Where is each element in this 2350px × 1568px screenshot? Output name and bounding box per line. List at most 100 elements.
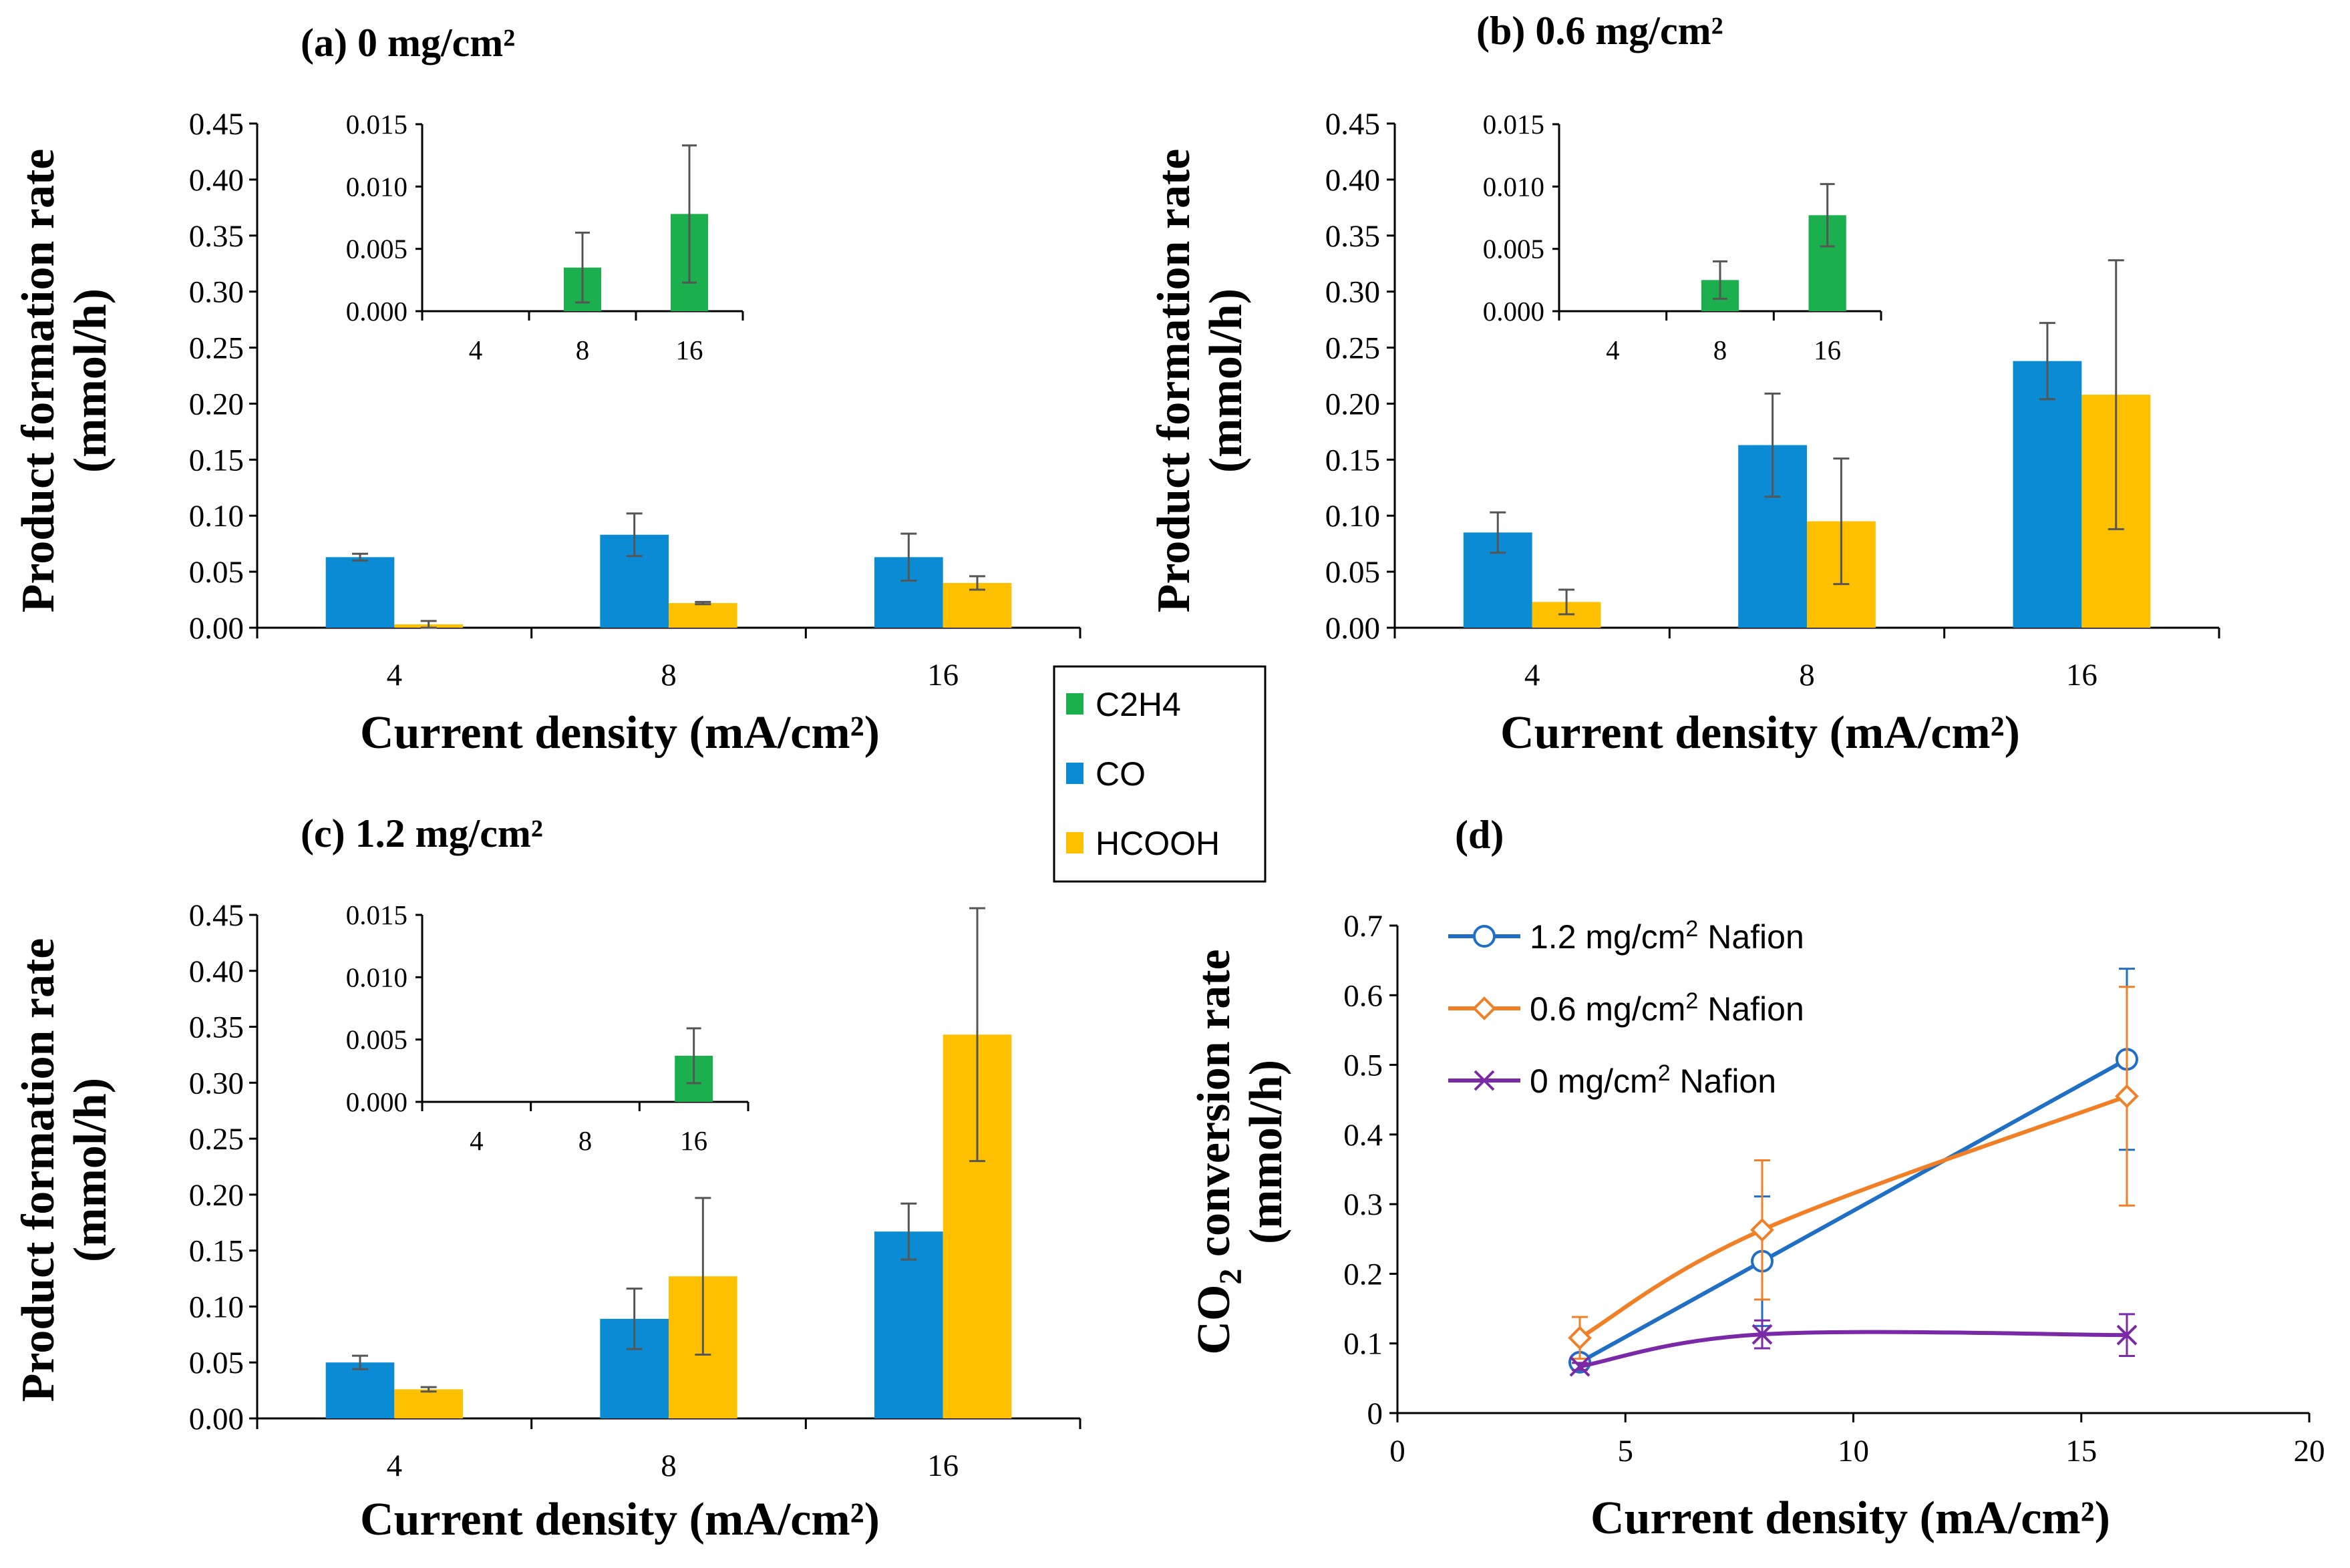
panel-b-xtick-label: 4	[1524, 658, 1540, 693]
panel-c-inset-xtick-label: 8	[578, 1125, 593, 1156]
panel-a-inset-ytick-label: 0.000	[346, 296, 407, 327]
panel-d-ytick-label: 0	[1367, 1396, 1383, 1431]
panel-d-ytick-label: 0.2	[1343, 1257, 1383, 1292]
panel-a-plot: 0.00 0.05 0.10 0.15 0.20 0.25 0.30 0.35 0.40 0.45…	[189, 107, 1081, 693]
legend-label-co: CO	[1096, 755, 1146, 793]
panel-a-ytick-label: 0.40	[189, 163, 244, 198]
panel-c-ylabel-unit: (mmol/h)	[65, 1078, 116, 1262]
panel-c-ytick-label: 0.05	[189, 1346, 244, 1380]
panel-c-ytick-label: 0.00	[189, 1402, 244, 1436]
panel-c-ytick-label: 0.35	[189, 1010, 244, 1045]
panel-c-plot: 0.00 0.05 0.10 0.15 0.20 0.25 0.30 0.35 0.40 0.45…	[189, 898, 1081, 1483]
panel-b: (b) 0.6 mg/cm² Current density (mA/cm²) …	[1148, 9, 2220, 759]
panel-b-ytick-label: 0.20	[1325, 387, 1380, 421]
panel-b-xtick-label: 16	[2066, 658, 2097, 693]
panel-b-inset-xtick-label: 16	[1814, 335, 1841, 365]
panel-b-inset-ytick-label: 0.010	[1483, 171, 1544, 202]
panel-c-inset-ytick-label: 0.010	[346, 962, 407, 992]
panel-a-inset-ytick-label: 0.005	[346, 234, 407, 264]
panel-d-xlabel: Current density (mA/cm²)	[1590, 1493, 2110, 1544]
legend-box	[1053, 665, 1267, 883]
legend-swatch-c2h4	[1066, 693, 1083, 715]
panel-b-inset-xtick-label: 4	[1606, 335, 1620, 365]
panel-d-point	[1751, 1324, 1773, 1345]
panel-d-series-line	[1578, 1057, 2128, 1364]
panel-c: (c) 1.2 mg/cm² Current density (mA/cm²) …	[13, 811, 1081, 1545]
panel-a-xtick-label: 8	[661, 658, 677, 693]
panel-b-inset-ytick-label: 0.000	[1483, 296, 1544, 327]
panel-d-series-line	[1579, 1330, 2128, 1369]
panel-d-legend-marker	[1473, 925, 1496, 948]
panel-b-bar-co	[2013, 361, 2082, 628]
panel-b-ytick-label: 0.45	[1325, 107, 1380, 142]
panel-a-ytick-label: 0.00	[189, 611, 244, 646]
panel-d-ylabel-post: conversion rate	[1188, 949, 1240, 1268]
panel-c-inset-ytick-label: 0.005	[346, 1024, 407, 1055]
panel-a-bar-hcooh	[669, 603, 737, 628]
panel-c-ylabel: Product formation rate	[13, 938, 64, 1402]
panel-d-ytick-label: 0.3	[1343, 1187, 1383, 1222]
panel-d-legend-label: 0 mg/cm2 Nafion	[1530, 1060, 1776, 1100]
panel-c-ytick-label: 0.25	[189, 1122, 244, 1157]
panel-b-ytick-label: 0.40	[1325, 163, 1380, 198]
panel-c-title: (c) 1.2 mg/cm²	[301, 811, 543, 855]
legend-label-hcooh: HCOOH	[1096, 825, 1220, 862]
panel-d-ytick-label: 0.7	[1343, 909, 1383, 944]
legend-swatch-hcooh	[1066, 832, 1083, 853]
panel-c-ytick-label: 0.30	[189, 1066, 244, 1101]
panel-c-inset-xtick-label: 4	[470, 1125, 484, 1156]
panel-d-series-line	[1578, 1094, 2128, 1340]
panel-c-xtick-label: 8	[661, 1448, 677, 1483]
panel-d-legend-marker	[1472, 996, 1496, 1020]
panel-a-ytick-label: 0.10	[189, 499, 244, 534]
panel-d-plot: 0 0.1 0.2 0.3 0.4 0.5 0.6 0.7 0 5 10 15 20 1.2 mg/cm2…	[1343, 909, 2325, 1468]
panel-b-ytick-label: 0.25	[1325, 331, 1380, 366]
panel-b-ytick-label: 0.35	[1325, 219, 1380, 254]
panel-b-ylabel: Product formation rate	[1148, 149, 1200, 613]
panel-d-point	[1750, 1217, 1774, 1242]
panel-c-ytick-label: 0.40	[189, 954, 244, 989]
panel-a-title: (a) 0 mg/cm²	[301, 21, 515, 65]
panel-d-ytick-label: 0.4	[1343, 1118, 1383, 1153]
panel-c-ytick-label: 0.15	[189, 1234, 244, 1269]
panel-b-inset-ytick-label: 0.015	[1483, 109, 1544, 140]
panel-c-ytick-label: 0.20	[189, 1178, 244, 1213]
panel-c-xtick-label: 16	[927, 1448, 959, 1483]
legend-swatch-co	[1066, 763, 1083, 784]
panel-d-ylabel: CO2 conversion rate	[1188, 949, 1248, 1354]
panel-c-inset: 0.000 0.005 0.010 0.015 4 8 16	[346, 900, 749, 1156]
panel-d-ytick-label: 0.6	[1343, 978, 1383, 1013]
panel-b-ylabel-unit: (mmol/h)	[1200, 288, 1252, 473]
panel-d-ylabel-unit: (mmol/h)	[1240, 1060, 1292, 1244]
panel-d-title: (d)	[1455, 813, 1504, 857]
panel-a-xtick-label: 4	[387, 658, 403, 693]
panel-a-inset-ytick-label: 0.010	[346, 171, 407, 202]
legend-label-c2h4: C2H4	[1096, 686, 1181, 723]
panel-d-ytick-label: 0.5	[1343, 1048, 1383, 1083]
panel-d-ylabel-sub: 2	[1213, 1269, 1248, 1285]
panel-d-point	[2116, 1324, 2138, 1346]
panel-a-inset: 0.000 0.005 0.010 0.015 4 8 16	[346, 109, 744, 365]
panel-a-xlabel: Current density (mA/cm²)	[360, 707, 880, 759]
panel-a-inset-xtick-label: 16	[676, 335, 703, 365]
panel-a-inset-xtick-label: 4	[469, 335, 483, 365]
panel-d-legend-label: 0.6 mg/cm2 Nafion	[1530, 988, 1804, 1028]
panel-d-xtick-label: 20	[2294, 1434, 2325, 1468]
panel-d-xtick-label: 0	[1389, 1434, 1405, 1468]
panel-d-point	[2115, 1084, 2139, 1109]
panel-b-ytick-label: 0.00	[1325, 611, 1380, 646]
panel-d-ytick-label: 0.1	[1343, 1327, 1383, 1362]
panel-c-ytick-label: 0.10	[189, 1290, 244, 1324]
panel-a-ytick-label: 0.05	[189, 555, 244, 590]
panel-a-xtick-label: 16	[927, 658, 959, 693]
panel-c-ytick-label: 0.45	[189, 898, 244, 933]
panel-b-inset-ytick-label: 0.005	[1483, 234, 1544, 264]
panel-d-ylabel-pre: CO	[1188, 1285, 1240, 1355]
panel-b-ytick-label: 0.30	[1325, 275, 1380, 310]
panel-a-inset-ytick-label: 0.015	[346, 109, 407, 140]
panel-c-xtick-label: 4	[387, 1448, 403, 1483]
panel-c-inset-xtick-label: 16	[680, 1125, 707, 1156]
panel-a-ytick-label: 0.15	[189, 443, 244, 477]
panel-d-legend-marker	[1474, 1070, 1495, 1091]
